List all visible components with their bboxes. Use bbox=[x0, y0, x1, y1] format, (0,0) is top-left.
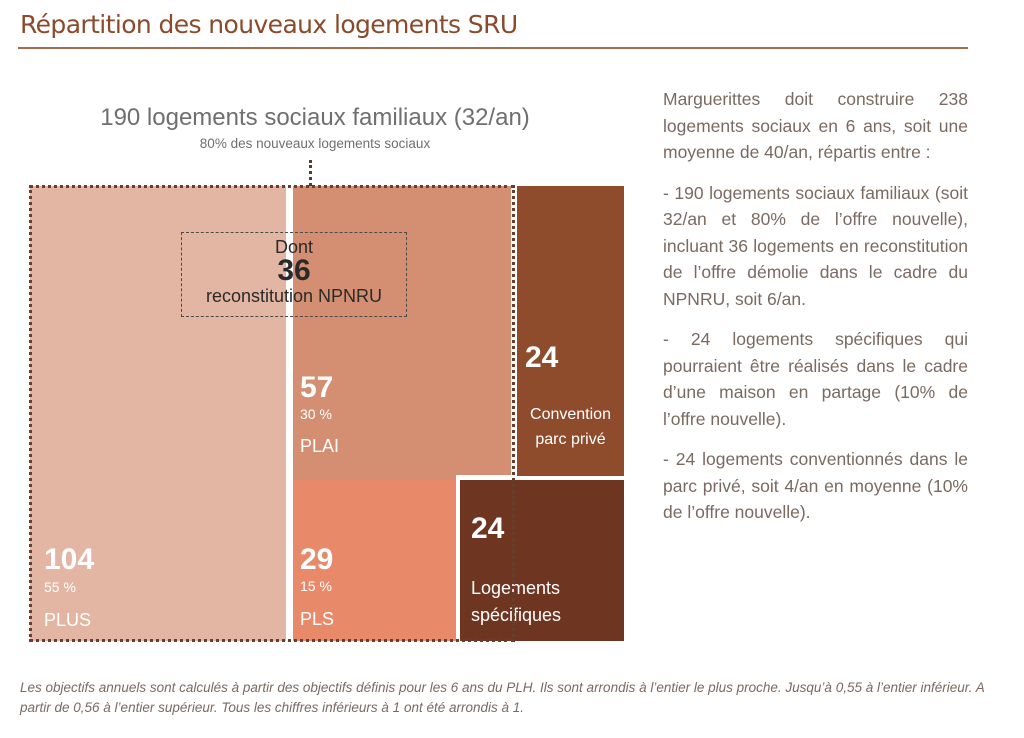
side-paragraph-familiaux: - 190 logements sociaux familiaux (soit … bbox=[663, 182, 968, 309]
npnru-prefix: Dont bbox=[274, 237, 314, 257]
title-divider bbox=[18, 47, 968, 49]
specifiques-label-line2: spécifiques bbox=[471, 605, 562, 625]
convention-label-line1: Convention bbox=[530, 406, 611, 423]
npnru-value: 36 bbox=[277, 254, 311, 287]
convention-label-line2: parc privé bbox=[535, 431, 606, 448]
chart-subheading: 80% des nouveaux logements sociaux bbox=[199, 136, 431, 151]
convention-block: 24 Convention parc privé bbox=[517, 186, 624, 476]
heading-connector bbox=[309, 160, 312, 186]
plus-block: 104 55 % PLUS bbox=[30, 186, 286, 641]
plai-block: 57 30 % PLAI bbox=[293, 186, 511, 475]
specifiques-value: 24 bbox=[471, 512, 505, 545]
pls-block: 29 15 % PLS bbox=[293, 480, 456, 641]
npnru-callout: Dont 36 reconstitution NPNRU bbox=[181, 232, 407, 317]
specifiques-block: 24 Logements spécifiques bbox=[460, 480, 624, 641]
plai-label: PLAI bbox=[300, 436, 340, 456]
side-paragraph-specifiques: - 24 logements spécifiques qui pourraien… bbox=[663, 329, 968, 429]
specifiques-label-line1: Logements bbox=[471, 578, 561, 598]
side-paragraph-intro: Marguerittes doit construire 238 logemen… bbox=[663, 89, 968, 162]
pls-label: PLS bbox=[300, 609, 335, 629]
npnru-label: reconstitution NPNRU bbox=[205, 286, 383, 306]
footnote: Les objectifs annuels sont calculés à pa… bbox=[20, 680, 985, 715]
pls-value: 29 bbox=[300, 543, 334, 576]
plus-value: 104 bbox=[44, 543, 95, 576]
plus-percent: 55 % bbox=[44, 579, 76, 595]
plai-percent: 30 % bbox=[300, 406, 332, 422]
plus-label: PLUS bbox=[44, 610, 92, 630]
chart-heading: 190 logements sociaux familiaux (32/an) bbox=[100, 104, 530, 131]
page-title: Répartition des nouveaux logements SRU bbox=[20, 10, 518, 39]
pls-percent: 15 % bbox=[300, 578, 332, 594]
side-description: Marguerittes doit construire 238 logemen… bbox=[663, 86, 968, 540]
plai-block-extension bbox=[293, 475, 456, 480]
convention-value: 24 bbox=[525, 341, 559, 374]
plai-value: 57 bbox=[300, 371, 334, 404]
side-paragraph-conventionnes: - 24 logements conventionnés dans le par… bbox=[663, 449, 968, 522]
